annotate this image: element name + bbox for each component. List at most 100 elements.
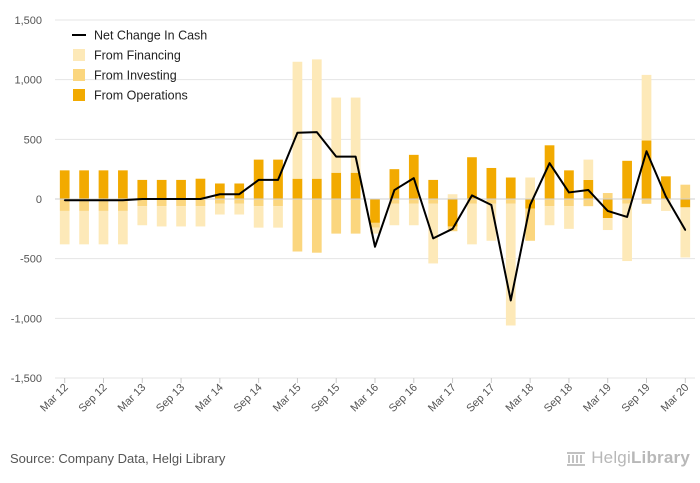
line-point-net-change-in-cash xyxy=(393,189,396,191)
bar-from-operations xyxy=(350,172,361,199)
x-tick-label: Mar 18 xyxy=(504,382,537,415)
bar-from-financing xyxy=(253,206,264,228)
bar-from-financing xyxy=(389,203,400,226)
bar-from-operations xyxy=(447,199,458,227)
line-point-net-change-in-cash xyxy=(199,198,202,200)
bar-from-operations xyxy=(370,199,380,223)
bar-from-operations xyxy=(486,167,497,199)
line-point-net-change-in-cash xyxy=(83,199,85,201)
bar-from-operations xyxy=(408,154,419,199)
bar-from-financing xyxy=(98,210,109,245)
bar-from-investing xyxy=(505,199,516,204)
bar-from-financing xyxy=(583,159,594,180)
bar-from-financing xyxy=(544,206,555,226)
bar-from-investing xyxy=(311,199,322,253)
legend-label-from-operations: From Operations xyxy=(94,89,188,103)
x-tick-label: Sep 19 xyxy=(619,382,652,415)
bar-from-investing xyxy=(79,199,89,211)
bar-from-financing xyxy=(661,199,671,211)
bar-from-operations xyxy=(564,170,574,199)
bar-from-financing xyxy=(118,210,128,245)
bar-from-operations xyxy=(505,177,516,199)
bar-from-investing xyxy=(195,199,206,207)
x-tick-label: Mar 16 xyxy=(348,382,381,415)
bar-from-financing xyxy=(234,203,245,215)
net-change-line xyxy=(63,131,687,302)
bar-from-investing xyxy=(176,199,186,207)
bar-from-financing xyxy=(350,97,361,173)
bar-from-investing xyxy=(408,199,419,204)
bar-from-investing xyxy=(59,199,70,211)
line-point-net-change-in-cash xyxy=(316,131,318,133)
bar-from-financing xyxy=(176,206,186,227)
line-point-net-change-in-cash xyxy=(219,193,221,196)
bar-from-financing xyxy=(273,206,283,228)
line-point-net-change-in-cash xyxy=(296,131,299,134)
line-point-net-change-in-cash xyxy=(160,198,163,200)
bar-from-investing xyxy=(98,199,109,211)
bar-from-operations xyxy=(641,140,652,199)
line-point-net-change-in-cash xyxy=(451,228,454,230)
line-point-net-change-in-cash xyxy=(122,199,124,201)
line-point-net-change-in-cash xyxy=(102,199,105,201)
line-point-net-change-in-cash xyxy=(354,155,357,158)
bar-from-investing xyxy=(137,199,148,207)
x-tick-label: Sep 14 xyxy=(232,382,265,415)
bar-from-investing xyxy=(544,199,555,207)
bar-from-operations xyxy=(59,170,70,199)
bar-from-financing xyxy=(447,194,458,199)
bar-from-financing xyxy=(79,210,89,245)
bar-from-operations xyxy=(156,179,167,199)
legend: Net Change In Cash From Financing From Inv… xyxy=(72,29,207,103)
x-axis-ticks: Mar 12 Sep 12 Mar 13 Sep 13 Mar 14 Sep 14 Mar … xyxy=(38,377,695,415)
line-point-net-change-in-cash xyxy=(63,199,66,201)
bar-from-investing xyxy=(292,199,303,252)
line-point-net-change-in-cash xyxy=(335,155,338,158)
bar-from-investing xyxy=(622,199,632,204)
bar-from-investing xyxy=(602,193,613,199)
bar-from-investing xyxy=(273,199,283,207)
y-axis-ticks: -1,500 -1,000 -500 0 500 1,000 1,500 xyxy=(11,15,42,385)
x-tick-label: Mar 12 xyxy=(38,382,71,415)
y-tick-label: 500 xyxy=(24,134,42,146)
bar-from-operations xyxy=(389,169,400,199)
source-note: Source: Company Data, Helgi Library xyxy=(10,451,226,466)
line-point-net-change-in-cash xyxy=(257,179,260,181)
bar-from-financing xyxy=(564,206,574,229)
bar-from-financing xyxy=(408,203,419,226)
bar-from-financing xyxy=(331,97,342,173)
line-point-net-change-in-cash xyxy=(238,193,241,196)
bar-from-operations xyxy=(79,170,89,199)
bar-from-operations xyxy=(176,179,186,199)
bar-from-operations xyxy=(215,183,225,199)
legend-swatch-from-investing xyxy=(73,69,85,81)
y-tick-label: -1,000 xyxy=(11,313,42,325)
logo-text: HelgiLibrary xyxy=(591,448,690,468)
bar-from-operations xyxy=(234,183,245,199)
y-tick-label: 0 xyxy=(36,194,42,206)
footer: Source: Company Data, Helgi Library Helg… xyxy=(0,440,700,483)
bar-from-operations xyxy=(661,176,671,199)
bar-from-financing xyxy=(525,177,535,199)
legend-swatch-from-financing xyxy=(73,49,85,61)
bar-from-financing xyxy=(195,206,206,227)
bar-from-operations xyxy=(98,170,109,199)
x-tick-label: Mar 19 xyxy=(581,382,614,415)
logo-text-light: Helgi xyxy=(591,448,631,467)
line-point-net-change-in-cash xyxy=(490,204,493,206)
line-point-net-change-in-cash xyxy=(665,195,667,198)
legend-label-from-investing: From Investing xyxy=(94,69,177,83)
logo-text-bold: Library xyxy=(630,448,690,467)
bar-from-operations xyxy=(292,178,303,199)
line-point-net-change-in-cash xyxy=(141,198,144,200)
bar-from-investing xyxy=(680,184,691,199)
x-tick-label: Sep 12 xyxy=(76,382,109,415)
bar-from-financing xyxy=(428,203,439,264)
bar-from-financing xyxy=(137,206,148,226)
line-point-net-change-in-cash xyxy=(432,237,434,240)
bar-from-investing xyxy=(156,199,167,207)
x-tick-label: Sep 16 xyxy=(387,382,420,415)
bar-from-financing xyxy=(641,74,652,141)
bar-from-financing xyxy=(680,207,691,258)
